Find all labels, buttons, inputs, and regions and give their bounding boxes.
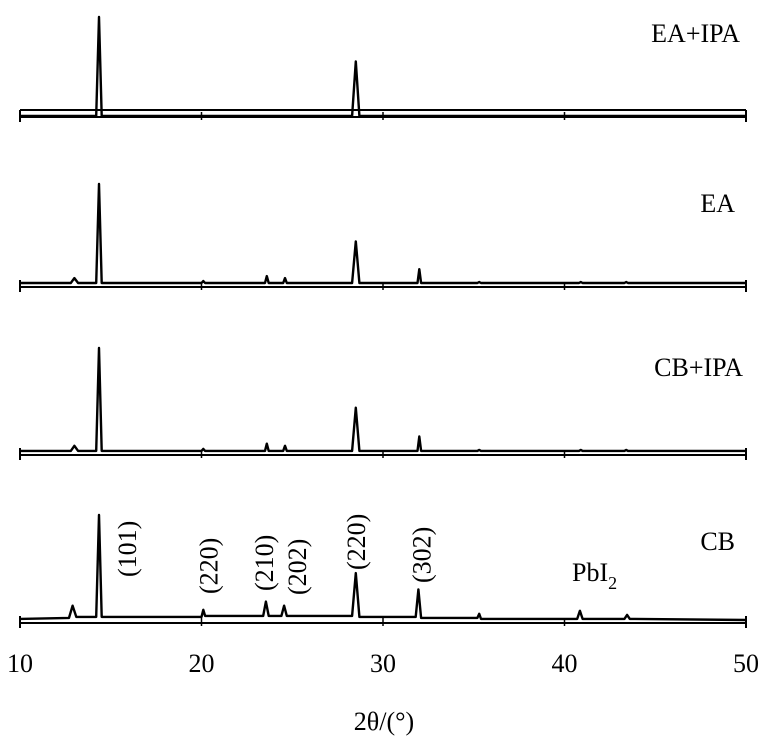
series-line-3 xyxy=(19,513,747,622)
panel-2: CB+IPA xyxy=(19,346,747,460)
pbi2-annotation: PbI2 xyxy=(572,558,617,593)
series-label: EA+IPA xyxy=(651,19,740,48)
peak-label: (220) xyxy=(194,538,223,594)
peak-labels: (101) (220) (210) (202) (220) (302) PbI2 xyxy=(113,514,617,595)
series-label: EA xyxy=(700,189,735,218)
peak-label: (210) xyxy=(250,535,279,591)
x-tick-label: 50 xyxy=(733,649,759,678)
peak-label: (220) xyxy=(342,514,371,570)
x-axis-label: 2θ/(°) xyxy=(354,707,414,736)
peak-label: (302) xyxy=(407,527,436,583)
panels: EA+IPA EA CB+IPA CB xyxy=(19,15,747,628)
series-label: CB xyxy=(700,527,735,556)
panel-1: EA xyxy=(19,182,747,292)
peak-label: (202) xyxy=(283,539,312,595)
peak-label: (101) xyxy=(113,521,142,577)
x-tick-label: 20 xyxy=(189,649,215,678)
x-tick-label: 30 xyxy=(370,649,396,678)
x-tick-label: 40 xyxy=(552,649,578,678)
series-line-2 xyxy=(20,346,746,453)
x-axis: 10 20 30 40 50 xyxy=(7,649,759,678)
panel-3: CB xyxy=(19,513,747,628)
series-label: CB+IPA xyxy=(654,353,743,382)
series-line-1 xyxy=(20,182,746,285)
series-line-0 xyxy=(20,15,746,118)
panel-0: EA+IPA xyxy=(19,15,747,122)
pbi2-subscript: 2 xyxy=(608,573,617,593)
x-tick-label: 10 xyxy=(7,649,33,678)
